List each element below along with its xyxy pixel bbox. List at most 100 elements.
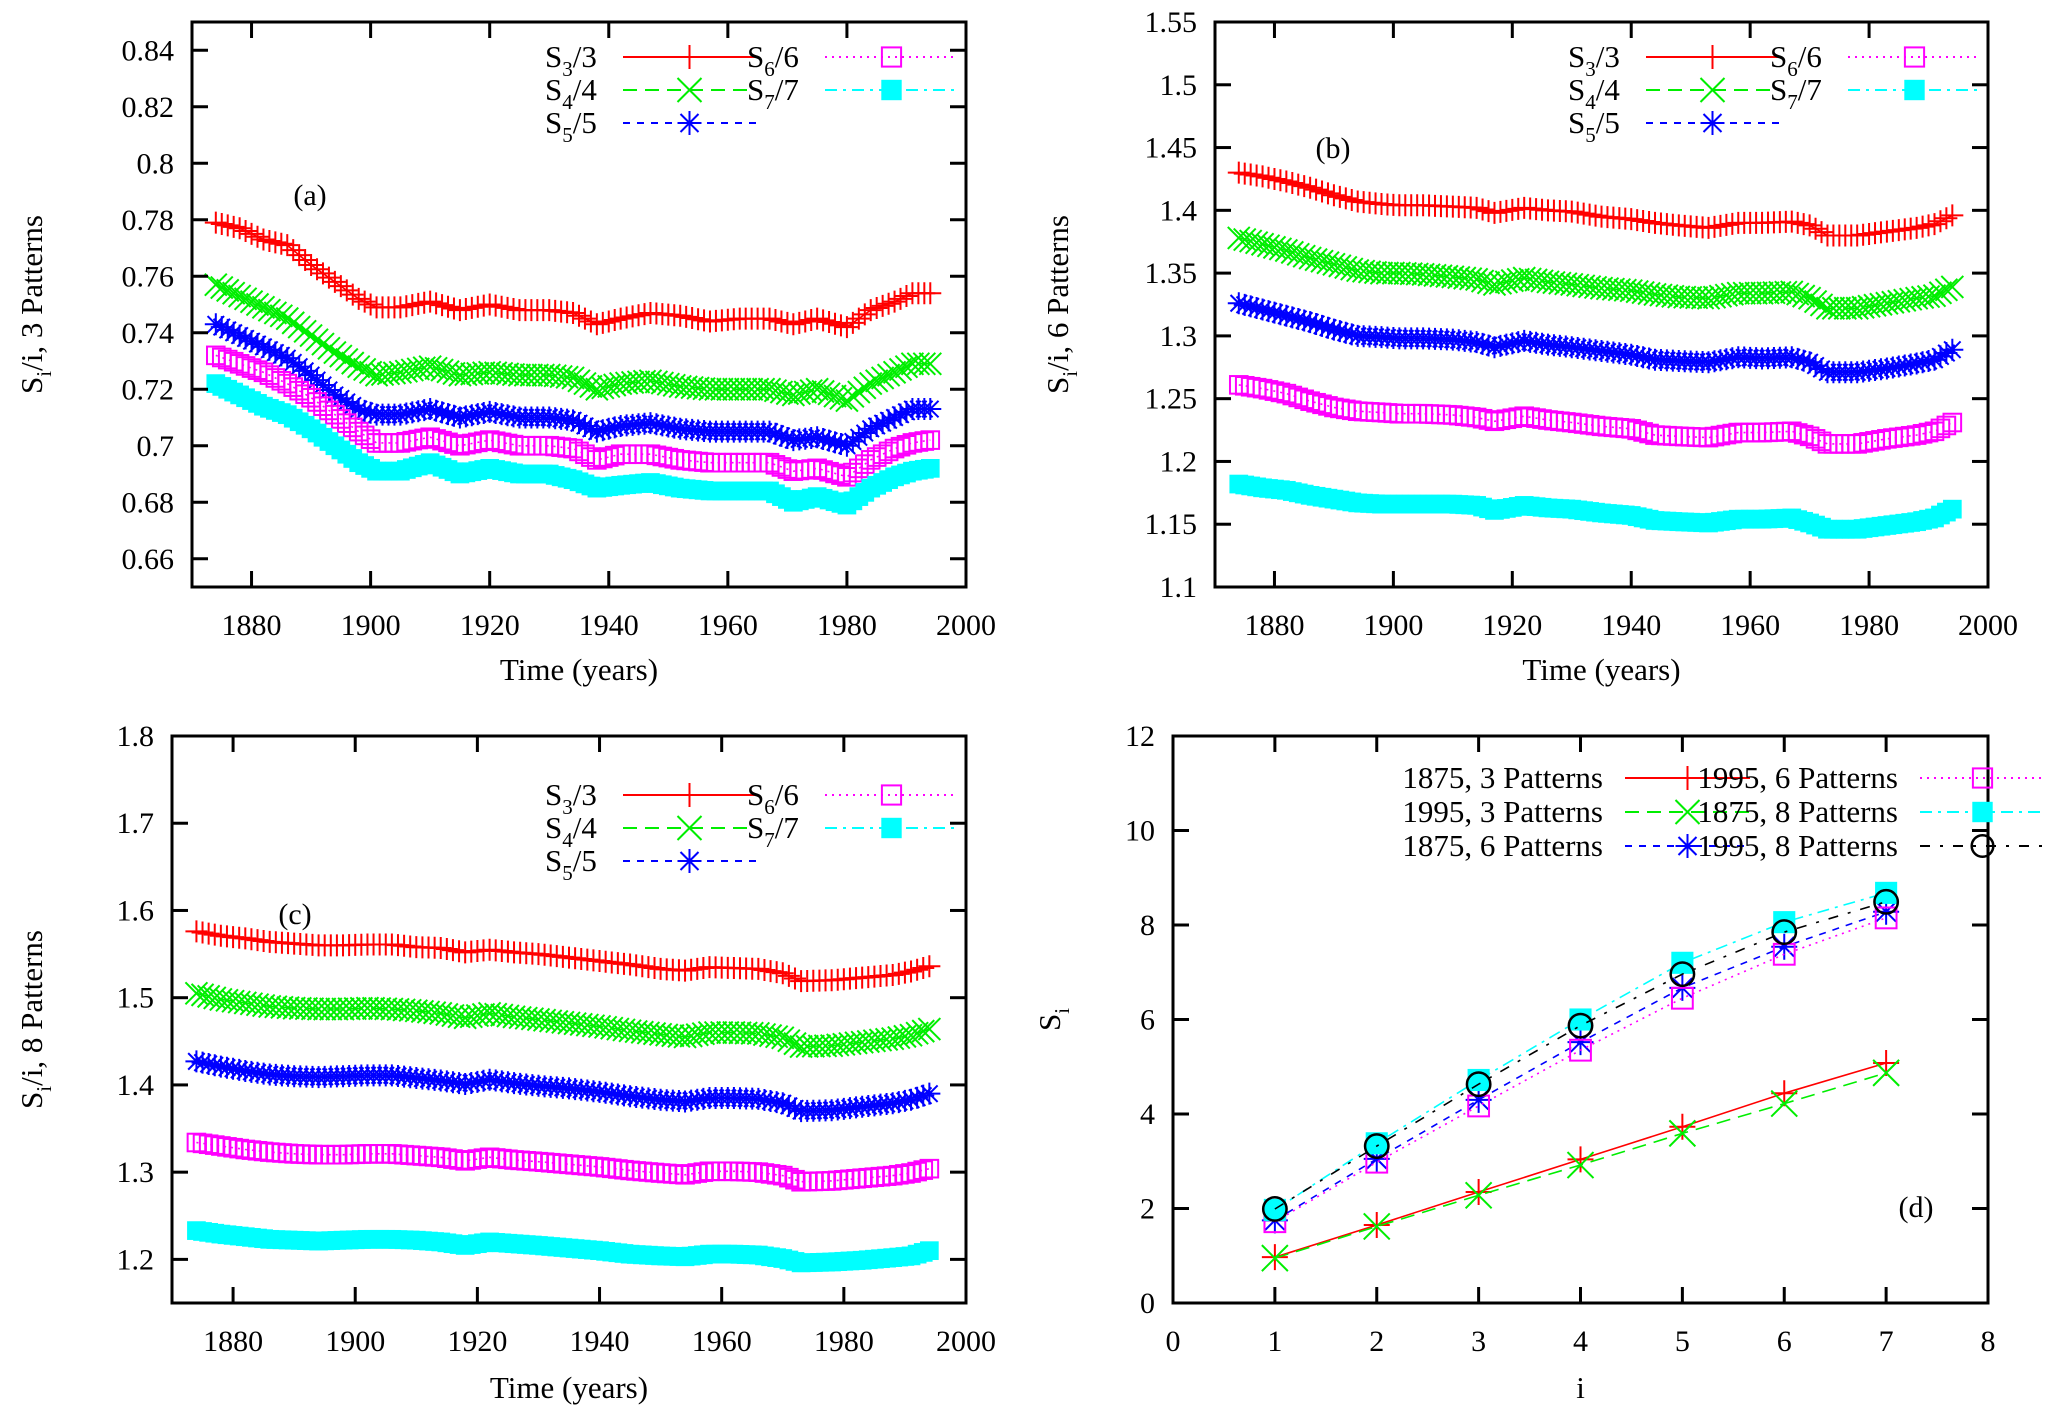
data-point	[345, 1144, 366, 1165]
data-point	[329, 387, 352, 410]
x-tick-label: 5	[1675, 1325, 1690, 1358]
data-point	[1405, 262, 1429, 286]
data-point	[1893, 354, 1916, 377]
data-point	[853, 303, 876, 326]
data-point	[288, 244, 311, 267]
data-point	[1872, 1059, 1900, 1087]
data-point	[240, 330, 263, 353]
legend-label: S3/3	[545, 777, 597, 819]
data-point	[270, 344, 293, 367]
x-tick-label: 1920	[460, 609, 520, 642]
data-point	[628, 444, 649, 465]
data-point	[389, 296, 412, 319]
data-point	[918, 352, 942, 376]
legend-label-rest: /7	[1798, 72, 1822, 107]
data-point	[1697, 216, 1720, 239]
y-tick-label: 2	[1140, 1193, 1155, 1226]
data-point	[1454, 406, 1475, 427]
legend-marker	[880, 784, 903, 806]
data-point	[359, 401, 382, 424]
data-point	[1495, 199, 1518, 222]
data-point	[758, 307, 781, 330]
data-point	[540, 1152, 561, 1173]
data-point	[311, 262, 334, 285]
data-point	[460, 296, 483, 319]
data-point	[1663, 426, 1683, 446]
data-point	[308, 1144, 329, 1165]
data-point	[734, 1021, 758, 1045]
data-point	[1887, 355, 1910, 378]
data-point	[441, 939, 464, 962]
legend-item: S5/5	[1568, 105, 1779, 147]
data-point	[294, 996, 319, 1021]
data-point	[771, 962, 794, 985]
data-point	[1399, 262, 1423, 286]
data-point	[634, 444, 655, 465]
data-point	[1591, 416, 1612, 437]
y-tick-label: 1.35	[1145, 257, 1198, 290]
data-point	[283, 377, 304, 397]
data-point	[489, 361, 514, 386]
data-point	[811, 379, 835, 404]
data-point	[712, 452, 732, 473]
data-point	[1501, 332, 1524, 355]
data-point	[351, 1144, 372, 1164]
data-point	[258, 229, 281, 252]
y-tick-label: 0.78	[122, 204, 175, 237]
y-tick-label: 0.66	[122, 543, 175, 576]
legend-label: S7/7	[747, 810, 799, 852]
data-point	[807, 1034, 832, 1058]
data-point	[1874, 906, 1898, 930]
data-point	[782, 313, 805, 336]
data-point	[889, 287, 912, 310]
data-point	[353, 399, 376, 422]
data-point	[705, 1161, 726, 1182]
data-point	[1758, 422, 1778, 443]
data-point	[1269, 169, 1292, 192]
data-point	[1293, 175, 1316, 198]
data-point	[400, 1145, 420, 1165]
legend: S3/3S4/4S5/5S6/6S7/7	[545, 777, 958, 885]
y-tick-label: 12	[1125, 720, 1155, 753]
data-point	[1804, 217, 1827, 240]
data-point	[1881, 356, 1904, 379]
plot-frame	[170, 734, 968, 1305]
data-point	[1227, 292, 1250, 315]
data-point	[348, 421, 369, 442]
data-point	[533, 435, 554, 456]
legend-label-base: S	[1568, 105, 1585, 140]
data-point	[1506, 267, 1530, 292]
data-point	[651, 414, 674, 437]
panel-label: (c)	[278, 898, 311, 931]
data-point	[895, 400, 918, 423]
series-line	[1274, 917, 1887, 1223]
data-point	[335, 390, 358, 413]
data-point	[1827, 296, 1852, 320]
data-point	[1507, 331, 1530, 354]
legend: S3/3S4/4S5/5S6/6S7/7	[1568, 39, 1981, 147]
legend-label-sub: 4	[562, 90, 573, 114]
data-point	[361, 996, 386, 1021]
data-point	[263, 301, 288, 325]
data-point	[1923, 213, 1946, 236]
data-point	[294, 359, 317, 382]
data-point	[854, 454, 875, 474]
series-1995-3-patterns	[1261, 1059, 1900, 1272]
legend-label: 1995, 8 Patterns	[1697, 828, 1898, 863]
data-point	[1674, 426, 1695, 447]
data-point	[1263, 167, 1286, 190]
data-point	[323, 270, 346, 293]
data-point	[264, 995, 288, 1019]
data-point	[813, 1034, 838, 1058]
series-s7-7	[206, 374, 940, 515]
data-point	[185, 920, 208, 943]
data-point	[1263, 301, 1286, 324]
data-point	[1875, 881, 1898, 904]
data-point	[1899, 353, 1922, 376]
data-point	[431, 294, 454, 317]
data-point	[1928, 281, 1953, 305]
data-point	[1257, 166, 1280, 189]
data-point	[620, 370, 645, 395]
data-point	[394, 1144, 414, 1165]
data-point	[431, 401, 454, 424]
